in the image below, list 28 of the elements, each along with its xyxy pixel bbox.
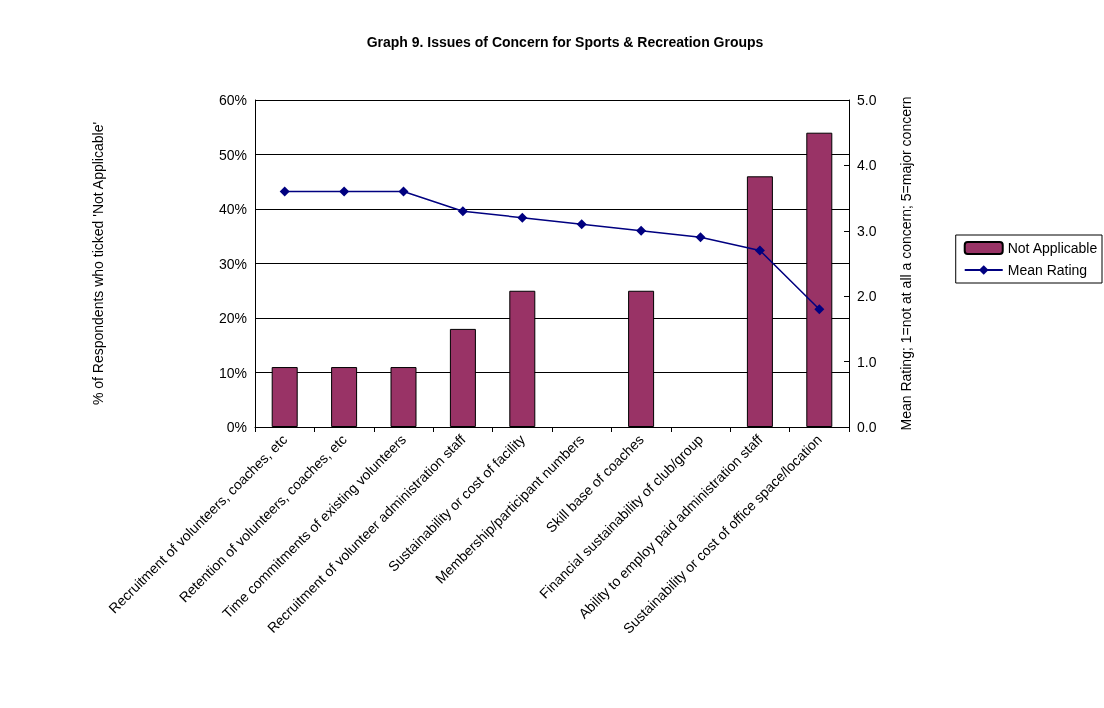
y-axis-title: % of Respondents who ticked 'Not Applicable' (90, 121, 106, 406)
y2-tick-label: 4.0 (857, 157, 877, 174)
y-tick-label: 30% (218, 255, 247, 272)
y-tick-label: 50% (218, 146, 247, 163)
y2-tick-label: 5.0 (857, 92, 877, 108)
y2-tick-label: 0.0 (857, 419, 877, 435)
point (636, 225, 647, 236)
point (457, 206, 468, 217)
y2-axis-title: Mean Rating; 1=not at all a concern; 5=major concern (898, 96, 914, 431)
point (754, 245, 765, 256)
y2-tick-label: 2.0 (857, 288, 877, 305)
legend-label: Mean Rating (1007, 262, 1088, 278)
legend-label: Not Applicable (1007, 240, 1098, 256)
chart-title: Graph 9. Issues of Concern for Sports & Recreation Groups (366, 34, 764, 50)
y-tick-label: 20% (218, 310, 247, 326)
point (695, 232, 706, 243)
y2-tick-label: 3.0 (857, 222, 877, 239)
point (814, 304, 825, 315)
y2-tick-label: 1.0 (857, 353, 877, 370)
y-tick-label: 0% (226, 419, 247, 435)
y-tick-label: 60% (218, 92, 247, 108)
point (517, 212, 528, 223)
y-tick-label: 10% (218, 364, 247, 381)
point (576, 219, 587, 230)
y-tick-label: 40% (218, 201, 247, 217)
point (339, 186, 350, 197)
point (398, 186, 409, 197)
point (279, 186, 290, 197)
